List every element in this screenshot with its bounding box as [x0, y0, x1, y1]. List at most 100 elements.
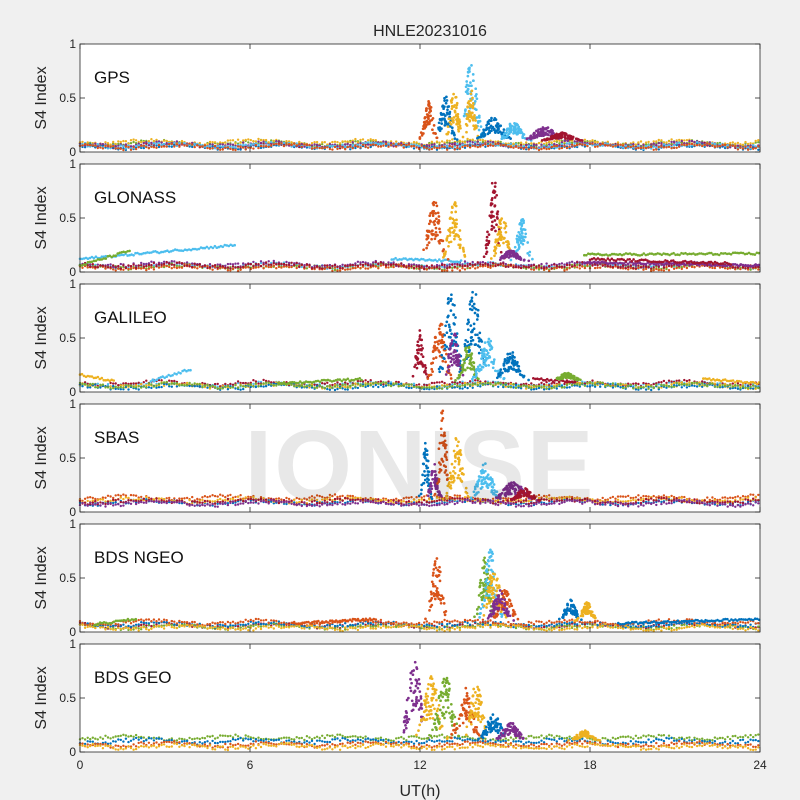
data-point — [731, 144, 734, 147]
data-point — [440, 239, 443, 242]
data-point — [313, 143, 316, 146]
data-point — [454, 96, 457, 99]
data-point — [463, 255, 467, 258]
data-point — [576, 140, 579, 143]
data-point — [452, 105, 456, 109]
data-point — [282, 144, 286, 148]
data-point — [520, 131, 524, 134]
data-point — [426, 115, 429, 119]
data-point — [400, 264, 403, 268]
data-point — [452, 116, 456, 119]
data-point — [277, 143, 281, 146]
data-point — [476, 140, 479, 143]
data-point — [525, 143, 528, 147]
data-point — [99, 264, 102, 267]
data-point — [423, 115, 427, 119]
data-point — [479, 263, 482, 266]
data-point — [606, 265, 609, 268]
data-point — [229, 145, 232, 149]
data-point — [474, 87, 478, 91]
data-point — [211, 141, 214, 144]
data-point — [502, 143, 505, 147]
data-point — [443, 269, 446, 272]
data-point — [379, 261, 383, 264]
data-point — [565, 142, 569, 145]
data-point — [244, 264, 247, 267]
data-point — [644, 141, 648, 144]
data-point — [257, 140, 260, 143]
data-point — [191, 265, 194, 269]
data-point — [630, 259, 633, 263]
data-point — [487, 233, 491, 236]
data-point — [369, 264, 372, 268]
data-point — [466, 144, 469, 148]
data-point — [455, 222, 459, 226]
data-point — [489, 266, 492, 269]
data-point — [548, 143, 551, 146]
data-point — [122, 148, 125, 152]
data-point — [94, 144, 97, 147]
data-point — [438, 146, 441, 150]
data-point — [213, 382, 217, 386]
data-point — [117, 267, 120, 270]
data-point — [140, 261, 143, 265]
data-point — [517, 257, 521, 261]
data-point — [236, 138, 240, 141]
data-point — [474, 141, 477, 144]
data-point — [208, 144, 212, 148]
data-point — [372, 261, 375, 264]
data-point — [690, 265, 694, 269]
data-point — [490, 129, 493, 133]
data-point — [415, 146, 418, 149]
data-point — [466, 105, 469, 109]
data-point — [206, 142, 209, 146]
data-point — [443, 145, 446, 148]
y-tick-label: 1 — [69, 157, 76, 171]
data-point — [514, 143, 518, 146]
data-point — [170, 267, 173, 270]
data-point — [476, 266, 479, 269]
data-point — [515, 132, 519, 136]
data-point — [310, 144, 314, 147]
data-point — [446, 145, 449, 148]
data-point — [206, 146, 209, 150]
data-point — [114, 269, 117, 272]
data-point — [354, 137, 357, 141]
data-point — [310, 142, 314, 145]
data-point — [752, 144, 755, 147]
data-point — [384, 140, 388, 144]
data-point — [354, 264, 357, 267]
data-point — [505, 131, 508, 135]
data-point — [387, 263, 390, 266]
data-point — [452, 131, 456, 135]
data-point — [109, 145, 112, 148]
data-point — [506, 243, 509, 247]
data-point — [736, 148, 740, 151]
data-point — [231, 145, 235, 149]
data-point — [224, 141, 227, 144]
data-point — [392, 263, 395, 266]
data-point — [568, 137, 572, 141]
data-point — [160, 141, 163, 144]
data-point — [142, 262, 145, 266]
data-point — [490, 181, 494, 185]
data-point — [117, 147, 120, 150]
data-point — [665, 146, 668, 149]
data-point — [497, 244, 501, 247]
data-point — [555, 144, 558, 148]
data-point — [497, 225, 500, 229]
data-point — [122, 145, 125, 148]
data-point — [604, 259, 608, 262]
data-point — [155, 142, 158, 145]
data-point — [178, 142, 181, 145]
data-point — [491, 220, 494, 224]
data-point — [497, 142, 500, 145]
data-point — [114, 382, 117, 385]
data-point — [236, 265, 240, 269]
data-point — [583, 266, 587, 270]
data-point — [349, 268, 352, 271]
data-point — [364, 145, 367, 148]
